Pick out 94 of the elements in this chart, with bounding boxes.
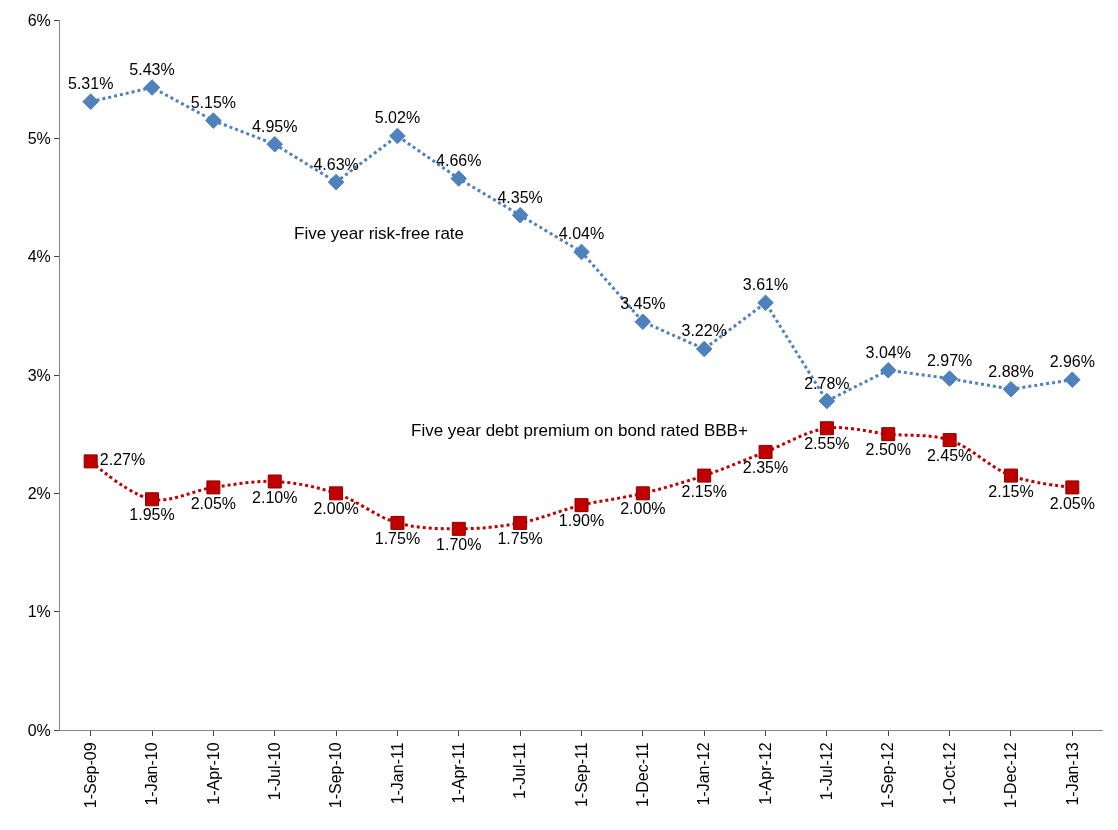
x-tick-label: 1-Jan-12 (695, 742, 713, 806)
y-tick-label: 5% (27, 129, 51, 147)
x-tick-label: 1-Jul-10 (265, 742, 283, 801)
point (697, 468, 712, 483)
data-label: 2.78% (804, 374, 850, 392)
point (634, 313, 652, 331)
point (205, 112, 222, 129)
point (451, 521, 466, 536)
data-label: 2.00% (620, 500, 666, 518)
data-label: 2.35% (742, 459, 789, 477)
y-tick-label: 6% (27, 11, 51, 29)
point (329, 486, 344, 501)
data-label: 4.04% (558, 225, 605, 243)
series-label: Five year debt premium on bond rated BBB+ (411, 421, 748, 440)
data-label: 4.35% (497, 188, 543, 206)
data-label: 1.75% (497, 530, 543, 548)
data-label: 1.90% (558, 512, 605, 530)
data-label: 2.27% (99, 451, 146, 469)
point (942, 433, 957, 448)
data-label: 2.05% (1049, 494, 1096, 512)
data-label: 2.15% (681, 482, 727, 500)
data-label: 4.95% (252, 117, 298, 135)
point (145, 492, 160, 507)
data-label: 2.55% (804, 435, 850, 453)
data-label: 5.43% (129, 60, 175, 78)
x-tick-label: 1-Jul-11 (511, 742, 529, 800)
data-label: 3.22% (681, 322, 727, 340)
point (143, 79, 161, 96)
data-label: 2.96% (1049, 353, 1096, 371)
data-label: 1.75% (374, 530, 421, 548)
data-label: 2.50% (865, 441, 911, 459)
point (881, 427, 896, 442)
data-label: 4.63% (313, 155, 359, 173)
point (879, 361, 897, 379)
data-label: 2.10% (252, 488, 298, 506)
data-label: 4.66% (436, 152, 482, 170)
x-tick-label: 1-Apr-10 (204, 742, 222, 805)
x-tick-label: 1-Jan-13 (1063, 742, 1081, 806)
point (83, 454, 98, 469)
x-tick-label: 1-Sep-11 (572, 742, 590, 808)
data-label: 5.15% (190, 94, 237, 112)
x-tick-label: 1-Jan-10 (143, 742, 161, 806)
point (511, 206, 529, 224)
data-label: 2.88% (988, 362, 1034, 380)
data-label: 2.00% (313, 500, 359, 518)
point (450, 170, 468, 187)
x-tick-label: 1-Jul-12 (818, 742, 836, 801)
y-tick-label: 2% (27, 484, 51, 502)
point (941, 370, 958, 387)
data-label: 5.02% (374, 109, 421, 127)
point (267, 474, 282, 489)
x-tick-label: 1-Apr-12 (756, 742, 774, 805)
point (1003, 468, 1018, 483)
point (635, 486, 650, 501)
data-label: 2.97% (926, 352, 973, 370)
point (390, 515, 405, 530)
point (206, 480, 221, 495)
point (513, 515, 528, 530)
y-tick-label: 3% (27, 366, 51, 384)
x-tick-label: 1-Apr-11 (449, 742, 467, 804)
point (327, 173, 345, 191)
x-tick-label: 1-Oct-12 (940, 742, 958, 805)
x-tick-label: 1-Dec-12 (1002, 742, 1020, 809)
data-label: 2.15% (988, 482, 1034, 500)
data-label: 3.04% (865, 343, 911, 361)
data-label: 3.45% (620, 295, 666, 313)
point (573, 243, 590, 261)
x-tick-label: 1-Jan-11 (388, 742, 406, 805)
point (1002, 380, 1020, 398)
data-label: 5.31% (67, 75, 114, 93)
x-tick-label: 1-Dec-11 (634, 742, 652, 808)
x-tick-label: 1-Sep-10 (327, 742, 345, 809)
data-label: 2.05% (190, 494, 237, 512)
text: Five year risk-free rate (294, 224, 465, 243)
data-label: 1.95% (129, 506, 175, 524)
point (819, 421, 834, 436)
point (574, 498, 589, 513)
data-label: 2.45% (926, 447, 973, 465)
point (695, 340, 713, 358)
y-tick-label: 4% (27, 248, 51, 266)
point (757, 294, 774, 312)
x-tick-label: 1-Sep-09 (81, 742, 99, 809)
y-tick-label: 0% (27, 721, 51, 739)
point (758, 444, 773, 459)
x-tick-label: 1-Sep-12 (879, 742, 897, 809)
point (1064, 371, 1081, 389)
data-label: 1.70% (436, 535, 482, 553)
point (818, 392, 836, 410)
point (389, 127, 406, 145)
y-tick-label: 1% (27, 603, 51, 621)
point (82, 93, 99, 110)
point (1065, 480, 1080, 495)
point (266, 135, 284, 153)
data-label: 3.61% (742, 276, 789, 294)
